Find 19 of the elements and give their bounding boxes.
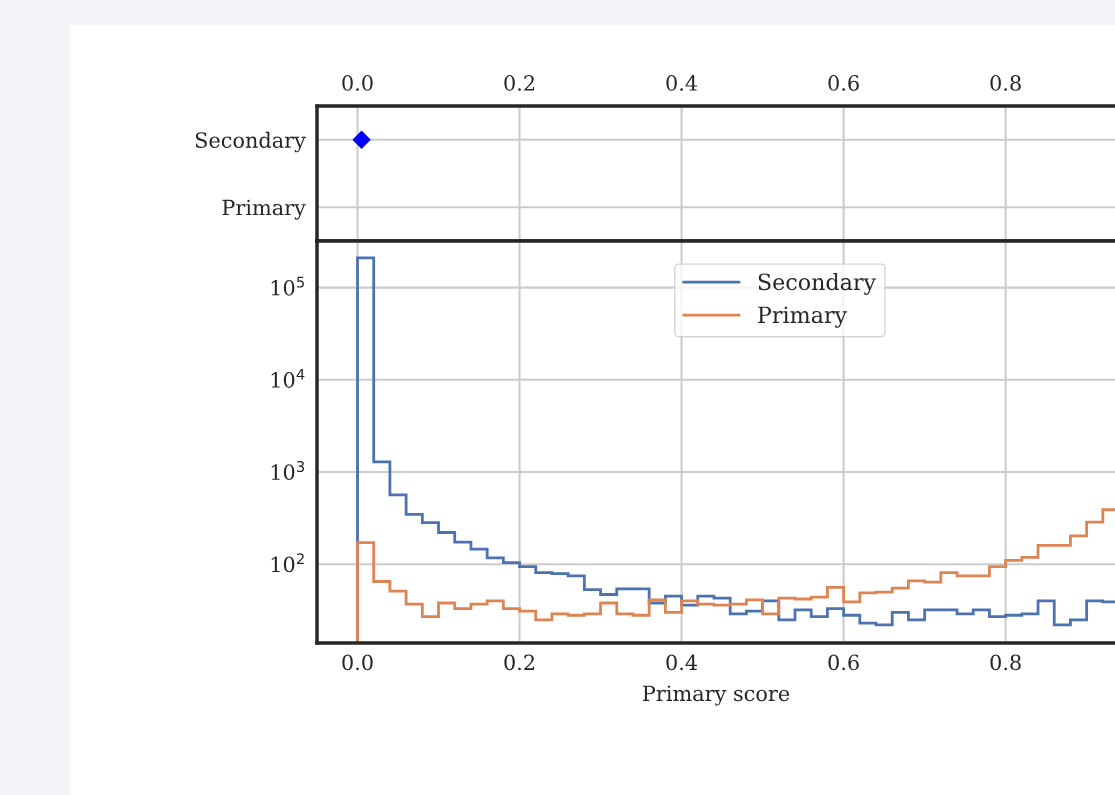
x-tick-label: 0.2 [504, 75, 535, 91]
x-tick-label: 0.0 [342, 75, 373, 91]
x-tick-label: 0.4 [666, 75, 698, 91]
y-tick-label: 10$^{5}$ [271, 276, 304, 296]
legend-label: Secondary [758, 273, 877, 295]
x-tick-label: 0.4 [666, 654, 698, 671]
legend-label: Primary [758, 306, 848, 328]
x-tick-label: 0.8 [990, 75, 1021, 91]
x-tick-label: 0.0 [342, 654, 373, 671]
x-tick-label: 0.8 [990, 654, 1021, 671]
y-tick-label: Primary [222, 199, 306, 220]
y-tick-label: 10$^{4}$ [271, 368, 305, 388]
y-tick-label: 10$^{2}$ [271, 553, 304, 573]
x-tick-label: 0.2 [504, 654, 535, 671]
x-tick-label: 0.6 [828, 75, 859, 91]
y-tick-label: 10$^{3}$ [271, 460, 305, 481]
x-axis-title: Primary score [642, 685, 790, 706]
y-tick-label: Secondary [195, 131, 306, 153]
x-tick-label: 0.6 [828, 654, 859, 671]
